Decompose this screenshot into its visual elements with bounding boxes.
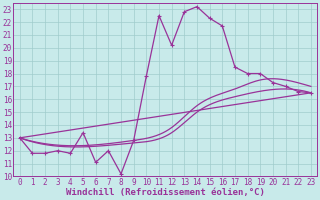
- X-axis label: Windchill (Refroidissement éolien,°C): Windchill (Refroidissement éolien,°C): [66, 188, 265, 197]
